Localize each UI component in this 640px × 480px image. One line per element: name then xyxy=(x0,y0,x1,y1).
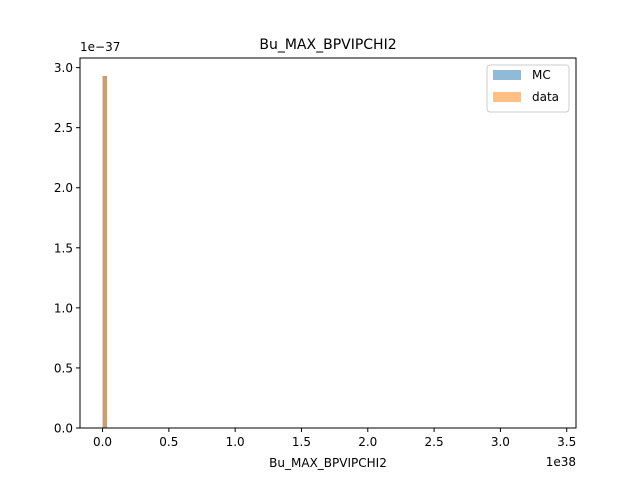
y-tick-label: 1.5 xyxy=(54,241,73,255)
x-tick-label: 1.0 xyxy=(226,435,245,449)
histogram-bar-data-0 xyxy=(102,76,108,429)
y-axis-ticks: 0.0 0.5 1.0 1.5 2.0 2.5 3.0 xyxy=(54,61,80,436)
x-axis-ticks: 0.0 0.5 1.0 1.5 2.0 2.5 3.0 3.5 xyxy=(93,428,576,449)
x-tick-label: 1.5 xyxy=(292,435,311,449)
y-tick-label: 3.0 xyxy=(54,61,73,75)
x-tick-label: 2.0 xyxy=(358,435,377,449)
x-axis-offset-text: 1e38 xyxy=(546,455,576,469)
plot-frame xyxy=(79,57,577,429)
x-tick-label: 3.0 xyxy=(491,435,510,449)
x-axis-label: Bu_MAX_BPVIPCHI2 xyxy=(269,456,387,470)
y-tick-label: 0.0 xyxy=(54,422,73,436)
x-tick-label: 0.0 xyxy=(93,435,112,449)
legend-label-mc: MC xyxy=(532,68,551,82)
legend: MC data xyxy=(486,64,570,113)
legend-swatch-mc xyxy=(493,70,521,80)
chart-title: Bu_MAX_BPVIPCHI2 xyxy=(259,37,396,53)
y-tick-label: 2.5 xyxy=(54,121,73,135)
x-tick-label: 2.5 xyxy=(425,435,444,449)
y-tick-label: 0.5 xyxy=(54,361,73,375)
y-tick-label: 2.0 xyxy=(54,181,73,195)
x-tick-label: 0.5 xyxy=(159,435,178,449)
y-tick-label: 1.0 xyxy=(54,301,73,315)
bars-group xyxy=(102,76,108,429)
y-axis-offset-text: 1e−37 xyxy=(80,40,120,54)
legend-label-data: data xyxy=(532,90,559,104)
legend-swatch-data xyxy=(493,92,521,102)
x-tick-label: 3.5 xyxy=(557,435,576,449)
